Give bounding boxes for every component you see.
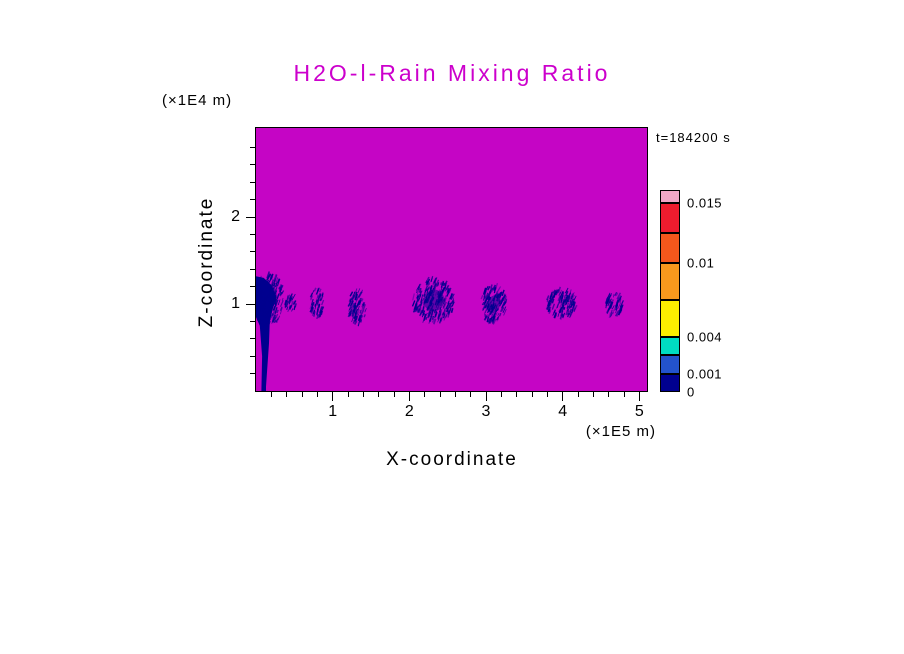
x-major-tick (562, 392, 564, 401)
time-annotation: t=184200 s (656, 130, 731, 145)
z-minor-tick (250, 146, 255, 148)
z-major-tick (246, 303, 255, 305)
z-minor-tick (250, 286, 255, 288)
x-tick-label: 3 (481, 403, 491, 420)
chart-title: H2O-l-Rain Mixing Ratio (293, 60, 611, 86)
x-minor-tick (286, 392, 288, 397)
x-minor-tick (623, 392, 625, 397)
x-major-tick (485, 392, 487, 401)
colorbar-segment (660, 300, 680, 337)
x-minor-tick (454, 392, 456, 397)
rain-cell (545, 286, 578, 321)
x-axis-unit-label: (×1E5 m) (585, 423, 656, 440)
z-major-tick (246, 216, 255, 218)
x-minor-tick (439, 392, 441, 397)
z-minor-tick (250, 320, 255, 322)
rain-cell (604, 291, 624, 319)
z-minor-tick (250, 338, 255, 340)
colorbar-segment (660, 233, 680, 263)
x-tick-label: 2 (404, 403, 414, 420)
z-minor-tick (250, 199, 255, 201)
x-tick-label: 5 (634, 403, 644, 420)
colorbar-label: 0.01 (687, 255, 715, 271)
colorbar-segment (660, 203, 680, 233)
rain-cell (480, 283, 508, 325)
x-major-tick (332, 392, 334, 401)
x-minor-tick (516, 392, 518, 397)
colorbar-label: 0 (687, 384, 695, 400)
colorbar-segment (660, 355, 680, 374)
z-axis-title: Z-coordinate (196, 196, 217, 328)
colorbar-segment (660, 190, 680, 203)
colorbar-segment (660, 374, 680, 392)
rain-cell (411, 275, 455, 325)
x-minor-tick (592, 392, 594, 397)
x-minor-tick (424, 392, 426, 397)
x-axis-title: X-coordinate (386, 449, 518, 470)
x-minor-tick (378, 392, 380, 397)
x-minor-tick (347, 392, 349, 397)
x-tick-label: 1 (328, 403, 338, 420)
x-minor-tick (270, 392, 272, 397)
x-major-tick (638, 392, 640, 401)
z-tick-label: 1 (231, 295, 240, 312)
z-minor-tick (250, 373, 255, 375)
x-minor-tick (362, 392, 364, 397)
plot-area (255, 127, 648, 392)
rain-cell (309, 287, 325, 320)
x-minor-tick (393, 392, 395, 397)
z-minor-tick (250, 164, 255, 166)
x-minor-tick (546, 392, 548, 397)
x-minor-tick (531, 392, 533, 397)
z-tick-label: 2 (231, 208, 240, 225)
x-minor-tick (608, 392, 610, 397)
x-tick-label: 4 (558, 403, 568, 420)
colorbar-label: 0.001 (687, 366, 723, 382)
colorbar-label: 0.004 (687, 329, 723, 345)
x-minor-tick (577, 392, 579, 397)
z-minor-tick (250, 355, 255, 357)
x-major-tick (408, 392, 410, 401)
colorbar-label: 0.015 (687, 195, 723, 211)
x-minor-tick (316, 392, 318, 397)
z-minor-tick (250, 251, 255, 253)
colorbar-segment (660, 263, 680, 300)
x-minor-tick (500, 392, 502, 397)
z-minor-tick (250, 233, 255, 235)
z-minor-tick (250, 268, 255, 270)
plot-canvas (256, 271, 624, 391)
rain-cell (284, 293, 297, 313)
colorbar (660, 190, 680, 392)
x-minor-tick (470, 392, 472, 397)
rain-cell (256, 271, 285, 328)
x-minor-tick (301, 392, 303, 397)
z-minor-tick (250, 181, 255, 183)
colorbar-segment (660, 337, 680, 355)
z-axis-unit-label: (×1E4 m) (162, 92, 233, 109)
rain-cell (347, 288, 367, 327)
